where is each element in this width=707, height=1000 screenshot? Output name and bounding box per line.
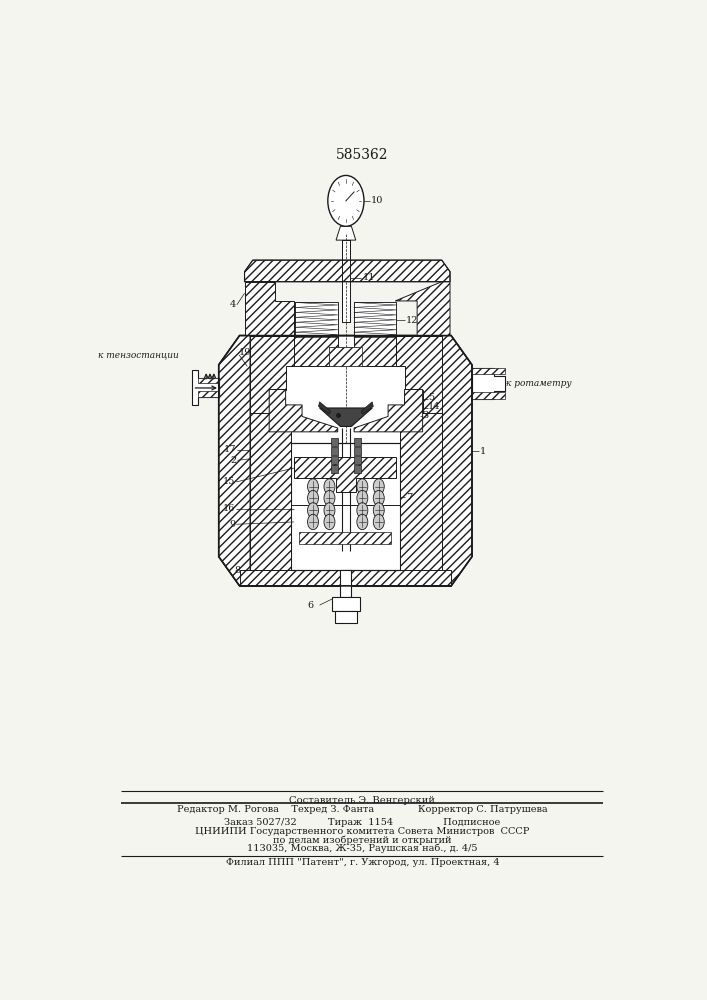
Text: Редактор М. Рогова    Техред З. Фанта              Корректор С. Патрушева: Редактор М. Рогова Техред З. Фанта Корре… bbox=[177, 805, 548, 814]
Polygon shape bbox=[291, 443, 399, 570]
Polygon shape bbox=[294, 457, 397, 492]
Polygon shape bbox=[335, 611, 357, 623]
Polygon shape bbox=[269, 389, 338, 432]
Circle shape bbox=[308, 503, 319, 518]
Text: к ротаметру: к ротаметру bbox=[506, 379, 572, 388]
Circle shape bbox=[357, 514, 368, 530]
Circle shape bbox=[324, 514, 335, 530]
Circle shape bbox=[373, 503, 385, 518]
Circle shape bbox=[373, 479, 385, 494]
Polygon shape bbox=[332, 597, 360, 611]
Polygon shape bbox=[329, 347, 363, 366]
Polygon shape bbox=[354, 336, 397, 366]
Text: 17: 17 bbox=[224, 445, 236, 454]
Bar bbox=[331, 447, 338, 455]
Text: 11: 11 bbox=[363, 273, 375, 282]
Polygon shape bbox=[336, 226, 356, 240]
Bar bbox=[354, 456, 361, 464]
Circle shape bbox=[324, 479, 335, 494]
Text: 7: 7 bbox=[407, 493, 412, 502]
Text: 6: 6 bbox=[308, 601, 313, 610]
Circle shape bbox=[308, 490, 319, 506]
Text: 2: 2 bbox=[230, 456, 236, 465]
Polygon shape bbox=[354, 389, 423, 432]
Circle shape bbox=[373, 490, 385, 506]
Polygon shape bbox=[218, 336, 250, 586]
Polygon shape bbox=[240, 570, 451, 586]
Polygon shape bbox=[320, 408, 372, 426]
Polygon shape bbox=[299, 532, 391, 544]
Text: 8: 8 bbox=[235, 566, 240, 575]
Text: 12: 12 bbox=[407, 316, 419, 325]
Text: 10: 10 bbox=[370, 196, 383, 205]
Bar bbox=[354, 465, 361, 473]
Bar bbox=[331, 438, 338, 446]
Polygon shape bbox=[296, 302, 338, 337]
Polygon shape bbox=[218, 336, 472, 586]
Polygon shape bbox=[341, 570, 351, 597]
Polygon shape bbox=[250, 413, 291, 570]
Text: 113035, Москва, Ж-35, Раушская наб., д. 4/5: 113035, Москва, Ж-35, Раушская наб., д. … bbox=[247, 844, 478, 853]
Bar bbox=[331, 465, 338, 473]
Bar bbox=[331, 456, 338, 464]
Circle shape bbox=[357, 503, 368, 518]
Polygon shape bbox=[294, 336, 338, 366]
Circle shape bbox=[324, 503, 335, 518]
Bar bbox=[354, 447, 361, 455]
Text: 5: 5 bbox=[428, 393, 434, 402]
Text: 19: 19 bbox=[239, 348, 252, 357]
Text: ЦНИИПИ Государственного комитета Совета Министров  СССР: ЦНИИПИ Государственного комитета Совета … bbox=[195, 827, 530, 836]
Text: 16: 16 bbox=[223, 504, 235, 513]
Text: Заказ 5027/32          Тираж  1154                Подписное: Заказ 5027/32 Тираж 1154 Подписное bbox=[224, 818, 501, 827]
Text: 9: 9 bbox=[229, 520, 235, 529]
Polygon shape bbox=[341, 240, 350, 322]
Polygon shape bbox=[472, 368, 505, 374]
Bar bbox=[354, 438, 361, 446]
Text: 14: 14 bbox=[428, 402, 440, 411]
Polygon shape bbox=[397, 336, 442, 413]
Text: 3: 3 bbox=[423, 411, 429, 420]
Polygon shape bbox=[354, 302, 397, 337]
Polygon shape bbox=[319, 402, 331, 414]
Text: 4: 4 bbox=[230, 300, 236, 309]
Polygon shape bbox=[395, 282, 450, 336]
Polygon shape bbox=[329, 347, 361, 366]
Polygon shape bbox=[442, 336, 472, 586]
Polygon shape bbox=[399, 413, 442, 570]
Polygon shape bbox=[245, 260, 450, 282]
Text: 15: 15 bbox=[223, 477, 235, 486]
Polygon shape bbox=[361, 402, 373, 414]
Text: к тензостанции: к тензостанции bbox=[98, 350, 179, 359]
Circle shape bbox=[357, 490, 368, 506]
Circle shape bbox=[328, 175, 364, 226]
Circle shape bbox=[373, 514, 385, 530]
Text: Филиал ППП "Патент", г. Ужгород, ул. Проектная, 4: Филиал ППП "Патент", г. Ужгород, ул. Про… bbox=[226, 858, 499, 867]
Text: по делам изобретений и открытий: по делам изобретений и открытий bbox=[273, 835, 452, 845]
Circle shape bbox=[324, 490, 335, 506]
Polygon shape bbox=[198, 391, 218, 397]
Circle shape bbox=[357, 479, 368, 494]
Text: 1: 1 bbox=[480, 447, 486, 456]
Circle shape bbox=[308, 479, 319, 494]
Polygon shape bbox=[472, 392, 505, 399]
Polygon shape bbox=[198, 378, 218, 383]
Text: Составитель Э. Венгерский: Составитель Э. Венгерский bbox=[289, 796, 436, 805]
Polygon shape bbox=[245, 282, 294, 336]
Text: 585362: 585362 bbox=[336, 148, 389, 162]
Polygon shape bbox=[250, 336, 294, 413]
Polygon shape bbox=[192, 370, 218, 405]
Circle shape bbox=[308, 514, 319, 530]
Polygon shape bbox=[472, 368, 505, 399]
